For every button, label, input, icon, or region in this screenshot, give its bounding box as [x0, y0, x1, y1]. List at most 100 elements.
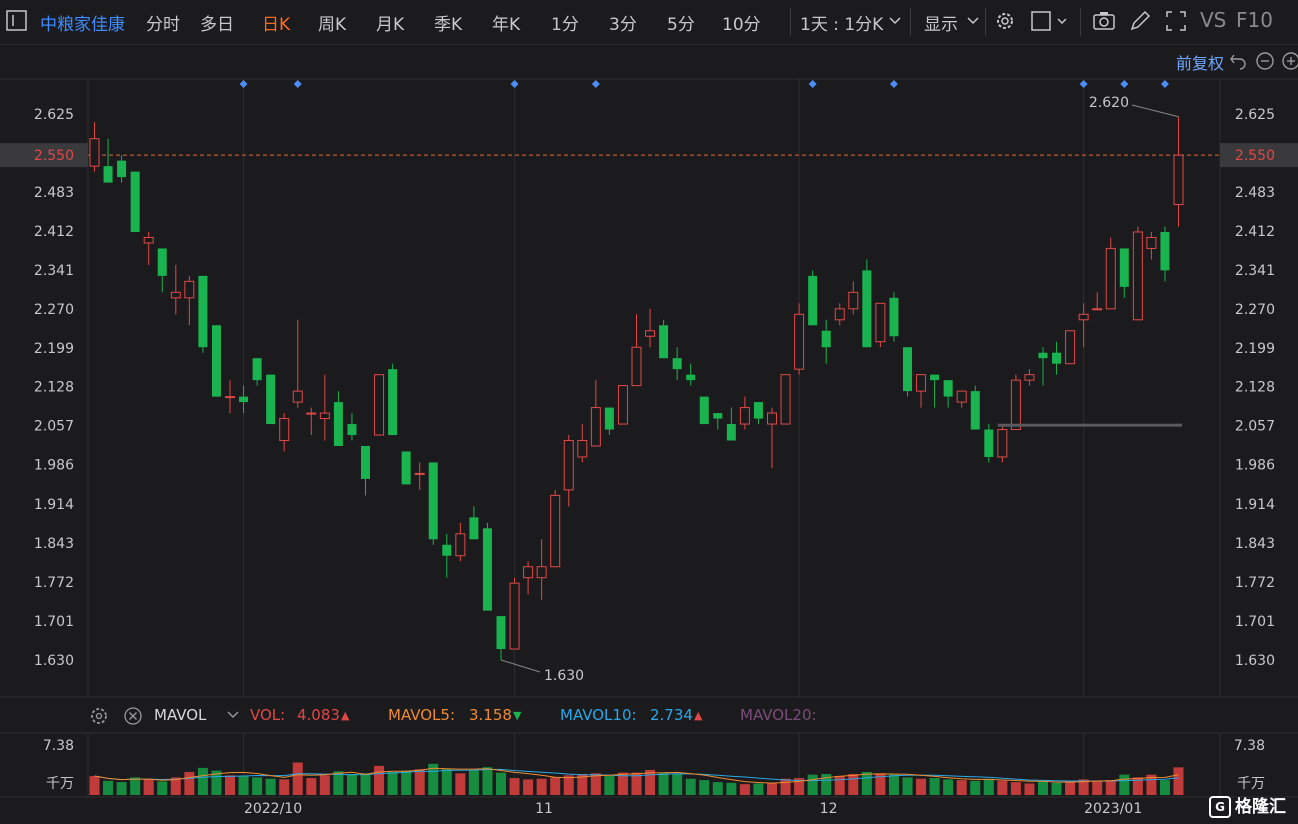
- mavol10-label: MAVOL10:: [560, 706, 637, 724]
- zoom-out-icon[interactable]: [1256, 52, 1274, 70]
- volume-bar: [103, 780, 114, 795]
- candle-body: [875, 302, 886, 343]
- candle-body: [198, 275, 208, 348]
- mavol5-value: 3.158: [469, 706, 512, 724]
- volume-bar: [170, 777, 181, 795]
- candle-body: [699, 396, 709, 425]
- volume-bar: [604, 776, 615, 795]
- candle-body: [726, 424, 736, 441]
- volume-bar: [1105, 780, 1116, 795]
- candle-body: [496, 616, 506, 650]
- candle-body: [509, 582, 520, 650]
- max-leader-line: [1131, 104, 1179, 118]
- event-marker-icon: [808, 80, 817, 88]
- candle-body: [225, 396, 235, 399]
- gear-icon[interactable]: [993, 9, 1017, 33]
- volume-bar: [428, 763, 439, 795]
- candle-body: [645, 330, 656, 337]
- volume-bar: [292, 762, 303, 795]
- tab-4[interactable]: 月K: [376, 15, 405, 35]
- tab-2[interactable]: 日K: [262, 15, 291, 35]
- divider: [790, 8, 791, 36]
- date-tick: 2023/01: [1084, 801, 1142, 817]
- volume-bar: [617, 772, 628, 795]
- volume-bar: [1092, 780, 1103, 795]
- mavol5-line: [94, 767, 1179, 784]
- volume-bar: [970, 780, 981, 795]
- volume-bar: [739, 784, 750, 795]
- volume-bar: [455, 773, 466, 795]
- tab-8[interactable]: 3分: [609, 15, 637, 35]
- volume-bar: [1038, 781, 1048, 795]
- price-axis: 2.625 2.625 2.550 2.550 2.483 2.483 2.412 2.412…: [0, 107, 1298, 669]
- stock-name[interactable]: 中粮家佳康: [40, 15, 125, 35]
- price-tick-right: 2.057: [1235, 419, 1275, 435]
- square-select-icon[interactable]: [1030, 9, 1070, 33]
- price-highlight: [1220, 143, 1298, 168]
- gear-icon[interactable]: [88, 705, 110, 727]
- volume-bar: [319, 775, 330, 795]
- drawn-line: [997, 423, 1182, 427]
- display-menu[interactable]: 显示: [924, 15, 958, 35]
- logo-icon: G: [1209, 796, 1231, 818]
- up-triangle-icon: ▲: [694, 709, 703, 722]
- close-icon[interactable]: [122, 705, 144, 727]
- volume-bar: [631, 772, 642, 795]
- undo-icon[interactable]: [1230, 54, 1246, 70]
- tab-7[interactable]: 1分: [551, 15, 579, 35]
- divider: [1080, 8, 1081, 36]
- f10-button[interactable]: F10: [1236, 8, 1273, 32]
- adjust-label[interactable]: 前复权: [1175, 54, 1224, 73]
- sidebar-toggle-icon[interactable]: [6, 10, 28, 32]
- candle-body: [1146, 236, 1157, 249]
- pencil-icon[interactable]: [1128, 9, 1152, 33]
- tab-1[interactable]: 多日: [200, 15, 234, 35]
- zoom-in-icon[interactable]: [1282, 52, 1298, 70]
- volume-bar: [157, 781, 168, 795]
- chevron-down-icon[interactable]: [888, 16, 902, 26]
- candle-body: [631, 346, 642, 387]
- tab-5[interactable]: 季K: [434, 15, 463, 35]
- price-tick-right: 2.412: [1235, 224, 1275, 240]
- volume-max-label: 7.38: [43, 738, 74, 754]
- candle-body: [984, 429, 994, 457]
- volume-bar: [1132, 777, 1143, 795]
- candle-body: [157, 248, 167, 276]
- indicator-name[interactable]: MAVOL: [154, 706, 207, 724]
- watermark-logo: G 格隆汇: [1209, 792, 1286, 818]
- volume-bar: [1146, 774, 1157, 795]
- chevron-down-icon[interactable]: [226, 710, 240, 720]
- up-triangle-icon: ▲: [341, 709, 350, 722]
- camera-icon[interactable]: [1092, 9, 1116, 33]
- volume-bar: [699, 780, 710, 795]
- volume-bar: [712, 782, 723, 795]
- volume-bar: [590, 773, 601, 795]
- volume-bar: [1010, 782, 1021, 795]
- candle-body: [1038, 352, 1048, 359]
- period-select[interactable]: 1天 : 1分K: [800, 15, 884, 35]
- chevron-down-icon[interactable]: [966, 16, 980, 26]
- candle-body: [239, 396, 249, 403]
- candle-body: [361, 445, 370, 479]
- mavol20-label: MAVOL20:: [740, 706, 817, 724]
- volume-bar: [794, 778, 805, 795]
- candle-body: [1065, 330, 1076, 365]
- fullscreen-icon[interactable]: [1164, 9, 1188, 33]
- event-marker-icon: [293, 80, 302, 88]
- tab-10[interactable]: 10分: [722, 15, 761, 35]
- event-markers[interactable]: [239, 80, 1169, 88]
- price-tick-right: 1.701: [1235, 614, 1275, 630]
- volume-bar: [888, 774, 899, 795]
- tab-9[interactable]: 5分: [667, 15, 695, 35]
- candle-body: [617, 385, 628, 425]
- volume-bar: [468, 770, 479, 795]
- tab-6[interactable]: 年K: [492, 15, 521, 35]
- candle-body: [347, 424, 357, 436]
- vs-button[interactable]: VS: [1200, 8, 1227, 32]
- volume-bar: [387, 771, 398, 795]
- tab-3[interactable]: 周K: [318, 15, 347, 35]
- volume-bar: [1024, 783, 1035, 795]
- tab-0[interactable]: 分时: [146, 15, 180, 35]
- volume-bar: [1065, 780, 1076, 795]
